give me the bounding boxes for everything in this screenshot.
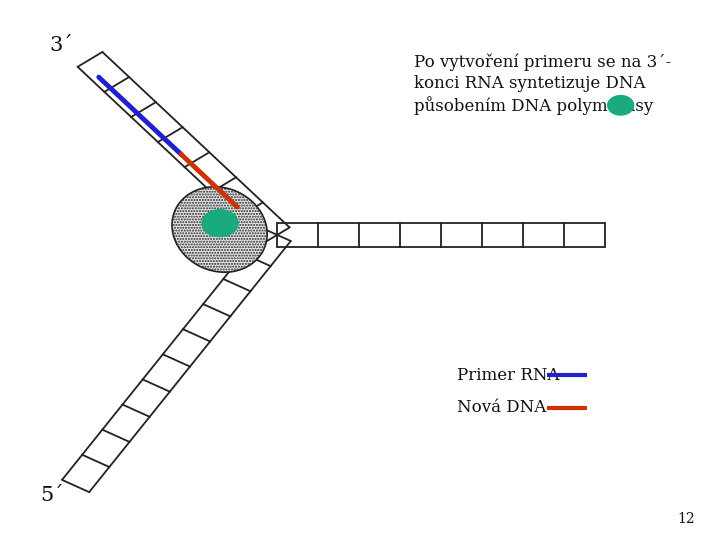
Text: 3´: 3´ — [49, 36, 73, 56]
Text: konci RNA syntetizuje DNA: konci RNA syntetizuje DNA — [414, 75, 646, 92]
Text: Nová DNA: Nová DNA — [457, 399, 546, 416]
Circle shape — [608, 96, 634, 115]
Circle shape — [202, 210, 238, 237]
Text: Primer RNA: Primer RNA — [457, 367, 559, 384]
Text: Po vytvoření primeru se na 3´-: Po vytvoření primeru se na 3´- — [414, 53, 671, 71]
Text: 5´: 5´ — [40, 486, 63, 505]
Text: působením DNA polymerasy: působením DNA polymerasy — [414, 96, 653, 115]
Ellipse shape — [172, 187, 267, 272]
Text: 12: 12 — [678, 512, 695, 526]
